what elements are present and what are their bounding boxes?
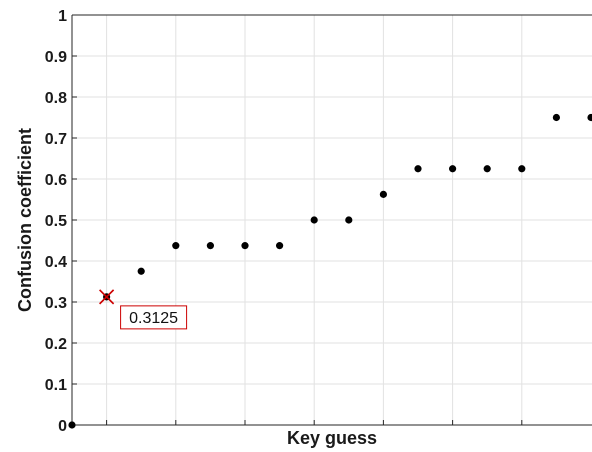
grid-lines (72, 15, 592, 425)
data-point (483, 165, 491, 173)
y-tick-label: 0.9 (45, 49, 67, 66)
y-axis-label: Confusion coefficient (15, 128, 35, 312)
y-tick-label: 0 (58, 418, 67, 435)
y-tick-label: 1 (58, 8, 67, 25)
data-points (68, 113, 592, 429)
y-tick-label: 0.4 (45, 254, 67, 271)
annotation-label: 0.3125 (129, 310, 178, 327)
axis-frame (71, 14, 592, 426)
data-point (449, 165, 457, 173)
data-point (379, 190, 387, 198)
y-tick-label: 0.6 (45, 172, 67, 189)
y-tick-label: 0.5 (45, 213, 67, 230)
y-tick-labels: 0 0.1 0.2 0.3 0.4 0.5 0.6 0.7 0.8 0.9 1 (45, 8, 67, 435)
data-point (345, 216, 353, 224)
y-tick-label: 0.7 (45, 131, 67, 148)
x-axis-label: Key guess (287, 428, 377, 448)
data-point (206, 242, 214, 250)
data-point (552, 113, 561, 122)
y-tick-label: 0.8 (45, 90, 67, 107)
data-point (587, 113, 592, 122)
data-point (276, 242, 284, 250)
data-tip: 0.3125 (99, 289, 188, 330)
data-point (310, 216, 318, 224)
data-point (172, 242, 180, 250)
data-point (68, 421, 76, 429)
data-point (518, 165, 526, 173)
y-tick-label: 0.3 (45, 295, 67, 312)
data-point (414, 165, 422, 173)
annotation-box (120, 305, 188, 330)
highlight-marker (99, 289, 115, 305)
y-tick-label: 0.1 (45, 377, 67, 394)
y-tick-label: 0.2 (45, 336, 67, 353)
data-point (137, 267, 145, 275)
data-point (241, 242, 249, 250)
